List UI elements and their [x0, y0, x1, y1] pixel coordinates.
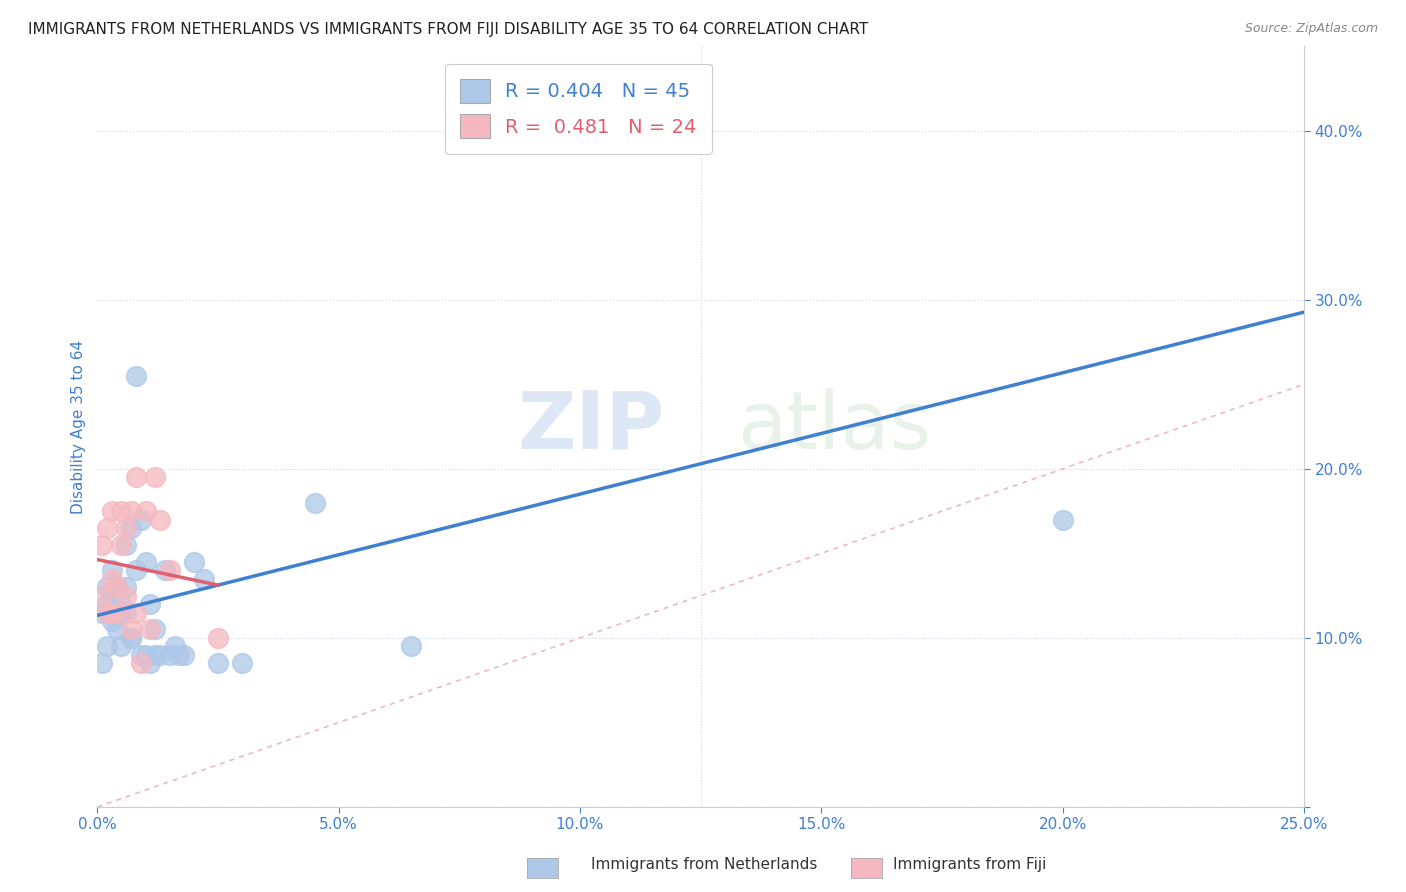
Point — [96, 597, 118, 611]
Point — [96, 580, 118, 594]
Text: Immigrants from Fiji: Immigrants from Fiji — [893, 857, 1046, 872]
Text: Immigrants from Netherlands: Immigrants from Netherlands — [591, 857, 817, 872]
Point — [399, 640, 422, 654]
Point — [193, 572, 215, 586]
Point — [110, 640, 132, 654]
Point — [91, 657, 114, 671]
Point — [91, 589, 114, 603]
Point — [115, 521, 138, 535]
Point — [91, 606, 114, 620]
Point — [1052, 512, 1074, 526]
Point — [96, 521, 118, 535]
Point — [101, 572, 124, 586]
Point — [139, 623, 162, 637]
Point — [617, 107, 640, 121]
Point — [129, 648, 152, 662]
Point — [153, 563, 176, 577]
Point — [207, 631, 229, 645]
Point — [91, 538, 114, 552]
Point — [125, 470, 148, 484]
Point — [110, 538, 132, 552]
Point — [183, 555, 205, 569]
Point — [105, 623, 128, 637]
Point — [120, 631, 142, 645]
Text: IMMIGRANTS FROM NETHERLANDS VS IMMIGRANTS FROM FIJI DISABILITY AGE 35 TO 64 CORR: IMMIGRANTS FROM NETHERLANDS VS IMMIGRANT… — [28, 22, 869, 37]
Point — [139, 657, 162, 671]
Point — [101, 504, 124, 518]
Point — [115, 538, 138, 552]
Point — [143, 470, 166, 484]
Point — [207, 657, 229, 671]
Point — [135, 504, 157, 518]
Point — [105, 606, 128, 620]
Point — [115, 606, 138, 620]
Point — [159, 563, 181, 577]
Point — [169, 648, 191, 662]
Point — [149, 648, 172, 662]
Point — [231, 657, 253, 671]
Legend: R = 0.404   N = 45, R =  0.481   N = 24: R = 0.404 N = 45, R = 0.481 N = 24 — [444, 63, 711, 153]
Point — [304, 496, 326, 510]
Text: Source: ZipAtlas.com: Source: ZipAtlas.com — [1244, 22, 1378, 36]
Point — [125, 563, 148, 577]
Point — [125, 606, 148, 620]
Point — [129, 657, 152, 671]
Point — [149, 512, 172, 526]
Point — [143, 648, 166, 662]
Point — [96, 640, 118, 654]
Point — [163, 640, 186, 654]
Text: atlas: atlas — [737, 388, 931, 466]
Point — [105, 580, 128, 594]
Point — [120, 631, 142, 645]
Point — [105, 580, 128, 594]
Text: ZIP: ZIP — [517, 388, 665, 466]
Y-axis label: Disability Age 35 to 64: Disability Age 35 to 64 — [72, 340, 86, 514]
Point — [135, 555, 157, 569]
Point — [173, 648, 195, 662]
Point — [120, 504, 142, 518]
Point — [129, 512, 152, 526]
Point — [105, 606, 128, 620]
Point — [110, 606, 132, 620]
Point — [101, 614, 124, 628]
Point — [159, 648, 181, 662]
Point — [115, 580, 138, 594]
Point — [120, 521, 142, 535]
Point — [135, 648, 157, 662]
Point — [101, 606, 124, 620]
Point — [101, 563, 124, 577]
Point — [115, 589, 138, 603]
Point — [120, 623, 142, 637]
Point — [125, 368, 148, 383]
Point — [101, 606, 124, 620]
Point — [139, 597, 162, 611]
Point — [96, 606, 118, 620]
Point — [143, 623, 166, 637]
Point — [110, 597, 132, 611]
Point — [101, 589, 124, 603]
Point — [110, 504, 132, 518]
